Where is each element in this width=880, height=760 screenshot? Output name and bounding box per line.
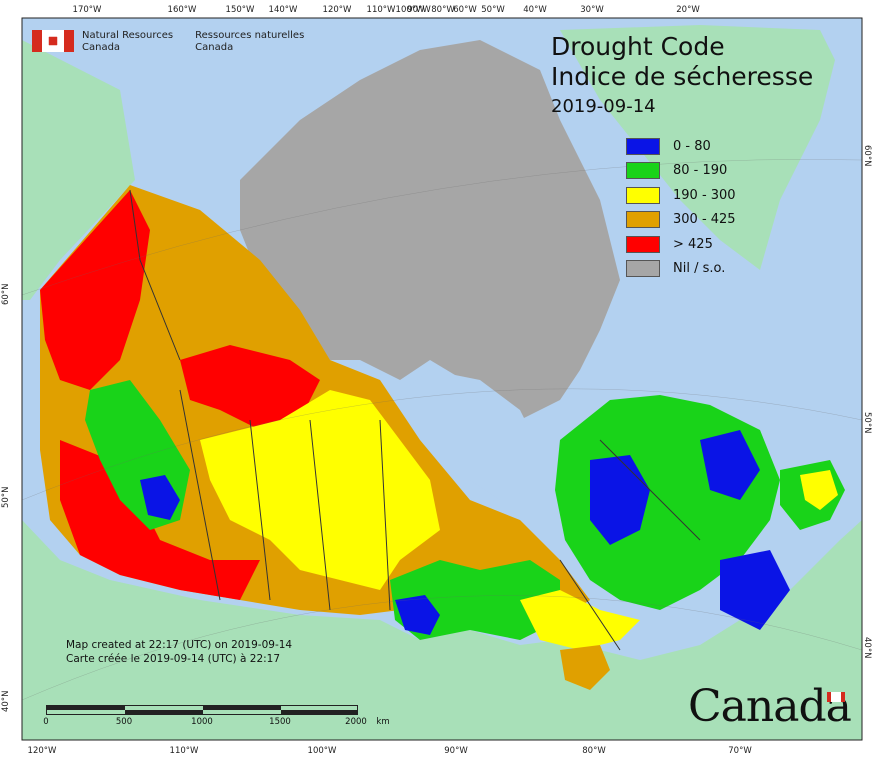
- graticule: [21, 159, 863, 701]
- map-date: 2019-09-14: [551, 96, 656, 117]
- scale-seg: [47, 706, 125, 710]
- tick-right-50n: 50°N: [862, 412, 872, 434]
- zone-yellow-newfoundland: [800, 470, 838, 510]
- tick-bottom-80w: 80°W: [582, 746, 606, 756]
- scale-label: 1000: [191, 717, 213, 727]
- zone-blue-maritimes: [720, 550, 790, 630]
- publisher-fr-line2: Canada: [195, 42, 234, 53]
- map-title: Drought Code Indice de sécheresse 2019-0…: [551, 32, 813, 120]
- zone-blue-bc: [140, 475, 180, 520]
- tick-top-100w: 100°W: [395, 5, 425, 15]
- legend-label: 190 - 300: [673, 187, 736, 203]
- tick-top-90w: 90°W: [407, 5, 431, 15]
- legend-label: 80 - 190: [673, 163, 728, 179]
- scale-label: 500: [115, 717, 133, 727]
- canada-wordmark: Canada: [688, 681, 852, 732]
- tick-bottom-100w: 100°W: [307, 746, 337, 756]
- tick-top-140w: 140°W: [268, 5, 298, 15]
- zone-orange-south-ontario: [560, 645, 610, 690]
- usa-land: [22, 520, 862, 740]
- legend-swatch: [626, 260, 660, 278]
- scale-bar-graphic: [46, 705, 358, 715]
- provincial-boundaries: [129, 189, 701, 651]
- canada-flag-icon: [32, 30, 74, 52]
- tick-right-40n: 40°N: [862, 637, 872, 659]
- scale-label: 2000: [345, 717, 367, 727]
- scale-seg: [203, 706, 281, 710]
- tick-top-120w: 120°W: [322, 5, 352, 15]
- map-frame: [21, 17, 863, 741]
- title-en: Drought Code: [551, 32, 725, 61]
- legend-label: 300 - 425: [673, 212, 736, 228]
- scale-seg: [281, 710, 357, 714]
- nrcan-signature: Natural Resources Canada Ressources natu…: [32, 30, 304, 54]
- tick-top-60w: 60°W: [453, 5, 477, 15]
- zone-blue-quebec: [590, 455, 650, 545]
- zone-blue-labrador: [700, 430, 760, 500]
- zone-red-yukon: [40, 190, 150, 390]
- legend-item: 80 - 190: [626, 159, 736, 184]
- publisher-en-line1: Natural Resources: [82, 30, 174, 41]
- zone-red-nwt: [180, 345, 320, 430]
- tick-left-50n: 50°N: [1, 486, 11, 508]
- legend-swatch: [626, 162, 660, 180]
- greenland-land: [560, 25, 835, 270]
- tick-top-80w: 80°W: [431, 5, 455, 15]
- tick-top-160w: 160°W: [167, 5, 197, 15]
- legend-item: Nil / s.o.: [626, 257, 736, 282]
- legend: 0 - 80 80 - 190 190 - 300 300 - 425 > 42…: [626, 134, 736, 281]
- zone-blue-ontario: [395, 595, 440, 635]
- legend-label: > 425: [673, 236, 713, 252]
- publisher-fr: Ressources naturelles Canada: [195, 30, 304, 54]
- tick-top-30w: 30°W: [580, 5, 604, 15]
- tick-top-110w: 110°W: [366, 5, 396, 15]
- legend-item: 0 - 80: [626, 134, 736, 159]
- creation-note-fr: Carte créée le 2019-09-14 (UTC) à 22:17: [66, 653, 281, 665]
- tick-top-40w: 40°W: [523, 5, 547, 15]
- legend-swatch: [626, 186, 660, 204]
- tick-bottom-70w: 70°W: [728, 746, 752, 756]
- tick-left-60n: 60°N: [1, 283, 11, 305]
- alaska-land: [22, 40, 135, 300]
- arctic-islands: [240, 40, 620, 420]
- scale-unit: km: [376, 717, 390, 727]
- publisher-fr-line1: Ressources naturelles: [195, 30, 305, 41]
- zone-yellow-prairies: [200, 390, 440, 590]
- legend-label: 0 - 80: [673, 138, 711, 154]
- publisher-en-line2: Canada: [82, 42, 121, 53]
- tick-left-40n: 40°N: [1, 690, 11, 712]
- wordmark-text: Canada: [688, 681, 852, 732]
- publisher-en: Natural Resources Canada: [82, 30, 173, 54]
- legend-label: Nil / s.o.: [673, 261, 726, 277]
- wordmark-flag-icon: [827, 692, 845, 702]
- scale-seg: [125, 710, 203, 714]
- scale-labels: 0 500 1000 1500 2000 km: [43, 715, 389, 727]
- tick-top-50w: 50°W: [481, 5, 505, 15]
- scale-label: 0: [43, 717, 49, 727]
- tick-top-20w: 20°W: [676, 5, 700, 15]
- creation-note: Map created at 22:17 (UTC) on 2019-09-14…: [66, 638, 292, 666]
- tick-right-60n: 60°N: [862, 145, 872, 167]
- title-fr: Indice de sécheresse: [551, 62, 814, 91]
- legend-item: > 425: [626, 232, 736, 257]
- legend-swatch: [626, 235, 660, 253]
- legend-item: 190 - 300: [626, 183, 736, 208]
- tick-bottom-120w: 120°W: [27, 746, 57, 756]
- tick-bottom-90w: 90°W: [444, 746, 468, 756]
- tick-top-170w: 170°W: [72, 5, 102, 15]
- legend-swatch: [626, 137, 660, 155]
- creation-note-en: Map created at 22:17 (UTC) on 2019-09-14: [66, 639, 293, 651]
- scale-bar: 0 500 1000 1500 2000 km: [43, 705, 390, 727]
- legend-item: 300 - 425: [626, 208, 736, 233]
- tick-top-150w: 150°W: [225, 5, 255, 15]
- legend-swatch: [626, 211, 660, 229]
- tick-bottom-110w: 110°W: [169, 746, 199, 756]
- scale-label: 1500: [269, 717, 291, 727]
